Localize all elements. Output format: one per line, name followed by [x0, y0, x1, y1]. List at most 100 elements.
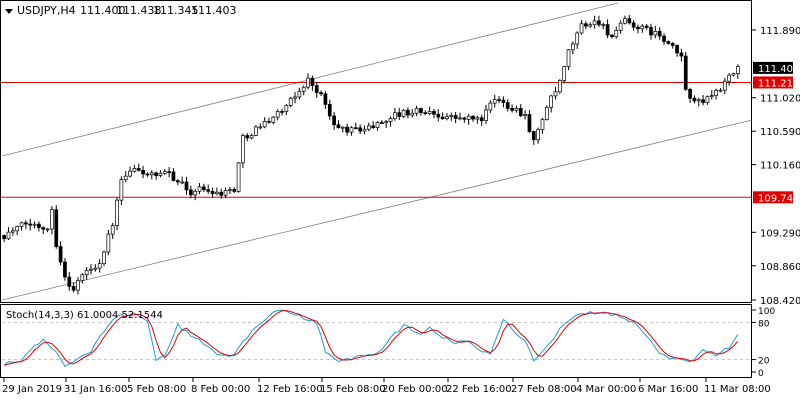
candle-body	[488, 102, 493, 111]
candle-body	[162, 171, 167, 174]
candles	[2, 14, 740, 295]
candle-body	[76, 280, 80, 291]
price-tick-label: 109.290	[760, 228, 800, 239]
candle-body	[380, 122, 384, 124]
candle-body	[11, 230, 15, 233]
stoch-signal-line	[4, 310, 739, 366]
candle-body	[267, 120, 271, 123]
candle-body	[462, 117, 467, 120]
candle-body	[93, 267, 98, 270]
candle-body	[45, 228, 50, 231]
candle-body	[510, 108, 514, 111]
candle-body	[193, 190, 198, 196]
price-tick-label: 111.890	[760, 26, 800, 37]
current-price-box	[753, 61, 793, 74]
candle-body	[154, 172, 158, 176]
candle-body	[696, 99, 701, 102]
stoch-title: Stoch(14,3,3) 61.0004 52.1544	[6, 310, 163, 321]
candle-body	[614, 30, 619, 38]
candle-body	[245, 135, 250, 139]
candle-body	[571, 43, 575, 51]
candle-body	[662, 35, 666, 42]
candle-body	[327, 104, 332, 117]
candle-body	[436, 113, 441, 118]
candle-body	[375, 122, 380, 128]
channel-lower-line	[1, 119, 753, 301]
candle-body	[371, 125, 376, 128]
price-tick-label: 110.160	[760, 161, 800, 172]
candle-body	[254, 126, 258, 136]
candle-body	[24, 222, 28, 225]
time-axis: 29 Jan 2019 31 Jan 16:00 5 Feb 08:00 8 Feb …	[2, 378, 771, 395]
candle-body	[649, 27, 653, 36]
candle-body	[631, 22, 636, 28]
candle-body	[592, 20, 597, 26]
candle-body	[123, 175, 128, 180]
candle-body	[232, 189, 237, 192]
ohlc-low: 111.345	[153, 4, 199, 17]
candle-body	[136, 168, 141, 171]
stoch-tick-label: 0	[758, 369, 764, 379]
stochastic-oscillator: 100 80 20 0	[2, 307, 775, 379]
candle-body	[584, 23, 588, 27]
candle-body	[171, 171, 176, 181]
candle-body	[605, 24, 610, 36]
candle-body	[132, 168, 137, 172]
candle-body	[271, 116, 276, 123]
candle-body	[692, 97, 697, 102]
candle-body	[445, 116, 449, 120]
candle-body	[297, 90, 302, 98]
candle-body	[718, 89, 723, 92]
candle-body	[709, 95, 714, 97]
level-label-box	[753, 76, 793, 89]
candle-body	[432, 110, 436, 115]
candle-body	[722, 80, 727, 91]
candle-body	[393, 112, 397, 120]
candle-body	[471, 115, 475, 120]
time-tick-label: 15 Feb 08:00	[320, 384, 386, 395]
candle-body	[262, 120, 267, 128]
candle-body	[236, 162, 241, 192]
candle-body	[71, 286, 76, 291]
candle-body	[453, 115, 458, 119]
candle-body	[553, 91, 558, 97]
candle-body	[110, 225, 115, 235]
candle-body	[514, 108, 519, 111]
candle-body	[497, 99, 501, 101]
candle-body	[6, 231, 11, 240]
candle-body	[349, 127, 354, 133]
candle-body	[58, 246, 63, 263]
candle-body	[206, 189, 211, 192]
candle-body	[80, 274, 85, 281]
candle-body	[562, 66, 567, 81]
candle-body	[180, 181, 185, 184]
stoch-tick-label: 80	[758, 319, 770, 329]
time-tick-label: 29 Jan 2019	[2, 384, 62, 395]
candle-body	[188, 189, 193, 196]
ohlc-open: 111.400	[80, 4, 126, 17]
time-tick-label: 6 Mar 16:00	[638, 384, 698, 395]
candle-body	[102, 251, 106, 264]
candle-body	[28, 223, 33, 226]
candle-body	[618, 22, 623, 31]
level-label-box	[753, 191, 793, 204]
candle-body	[666, 41, 671, 44]
channel-upper-line	[1, 2, 619, 157]
candle-body	[727, 74, 731, 82]
candle-body	[50, 209, 54, 230]
candle-body	[505, 102, 510, 109]
candle-body	[597, 20, 601, 26]
candle-body	[106, 233, 111, 253]
candle-body	[657, 30, 662, 37]
level-label: 111.216	[758, 78, 799, 89]
candle-body	[588, 24, 593, 27]
candle-body	[319, 92, 323, 95]
candle-body	[202, 186, 206, 191]
dropdown-arrow-icon[interactable]	[5, 9, 13, 14]
candle-body	[549, 95, 554, 108]
candle-body	[410, 112, 415, 116]
candle-body	[228, 189, 232, 191]
time-tick-label: 31 Jan 16:00	[64, 384, 127, 395]
